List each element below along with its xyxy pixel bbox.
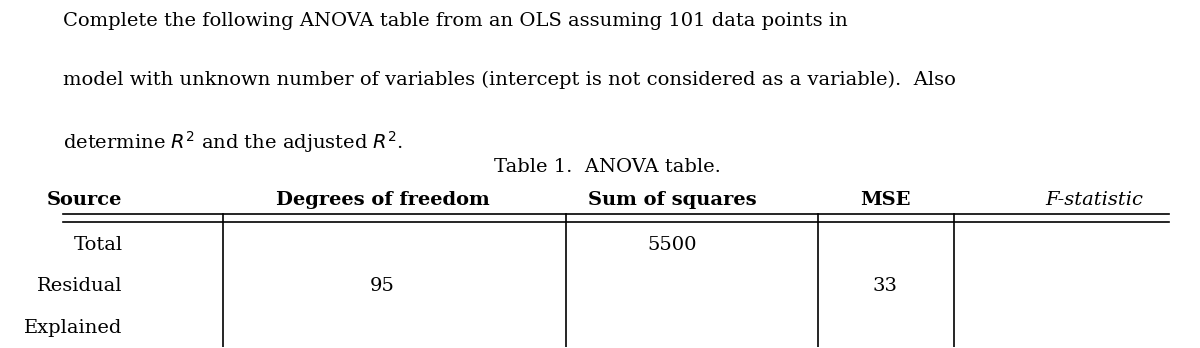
Text: Sum of squares: Sum of squares <box>588 191 757 209</box>
Text: Complete the following ANOVA table from an OLS assuming 101 data points in: Complete the following ANOVA table from … <box>64 12 848 30</box>
Text: F-statistic: F-statistic <box>1045 191 1142 209</box>
Text: Degrees of freedom: Degrees of freedom <box>276 191 490 209</box>
Text: Source: Source <box>47 191 122 209</box>
Text: Residual: Residual <box>37 277 122 295</box>
Text: 5500: 5500 <box>648 236 697 254</box>
Text: MSE: MSE <box>860 191 911 209</box>
Text: model with unknown number of variables (intercept is not considered as a variabl: model with unknown number of variables (… <box>64 70 956 89</box>
Text: 33: 33 <box>872 277 898 295</box>
Text: 95: 95 <box>370 277 395 295</box>
Text: Table 1.  ANOVA table.: Table 1. ANOVA table. <box>494 158 721 176</box>
Text: Explained: Explained <box>24 319 122 337</box>
Text: determine $R^2$ and the adjusted $R^2$.: determine $R^2$ and the adjusted $R^2$. <box>64 129 403 155</box>
Text: Total: Total <box>73 236 122 254</box>
